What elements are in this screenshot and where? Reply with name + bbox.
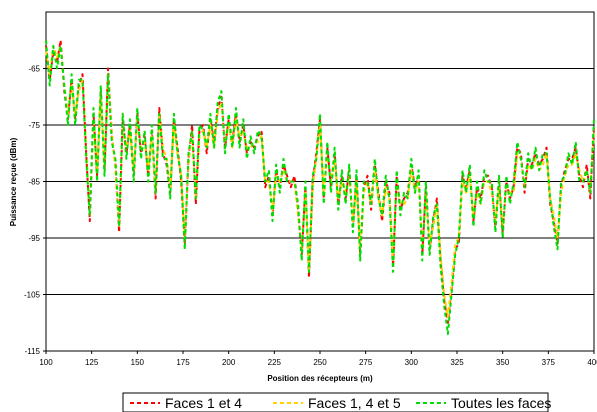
x-axis-ticks: 100 125 150 175 200 225 250 275 300 325 350 375 400 bbox=[39, 351, 597, 367]
legend-label: Faces 1, 4 et 5 bbox=[308, 395, 401, 411]
y-axis-ticks: -65 -75 -85 -95 -105 -115 bbox=[24, 65, 46, 356]
x-tick-label: 375 bbox=[542, 358, 556, 367]
x-tick-label: 125 bbox=[85, 358, 99, 367]
x-tick-label: 400 bbox=[587, 358, 597, 367]
y-tick-label: -85 bbox=[28, 178, 40, 187]
x-tick-label: 200 bbox=[222, 358, 236, 367]
y-axis-title: Puissance reçue (dBm) bbox=[9, 137, 18, 226]
x-tick-label: 100 bbox=[39, 358, 53, 367]
y-tick-label: -115 bbox=[25, 347, 41, 356]
y-tick-label: -95 bbox=[28, 234, 40, 243]
x-tick-label: 175 bbox=[176, 358, 190, 367]
x-tick-label: 350 bbox=[496, 358, 510, 367]
x-tick-label: 225 bbox=[268, 358, 282, 367]
x-tick-label: 325 bbox=[450, 358, 464, 367]
series-layer bbox=[45, 39, 595, 336]
y-tick-label: -65 bbox=[28, 65, 40, 74]
legend-label: Faces 1 et 4 bbox=[165, 395, 242, 411]
x-tick-label: 250 bbox=[313, 358, 327, 367]
legend: Faces 1 et 4 Faces 1, 4 et 5 Toutes les fa… bbox=[122, 392, 551, 412]
x-tick-label: 275 bbox=[359, 358, 373, 367]
x-axis-title: Position des récepteurs (m) bbox=[267, 374, 373, 383]
x-tick-label: 300 bbox=[405, 358, 419, 367]
y-tick-label: -105 bbox=[24, 291, 41, 300]
x-tick-label: 150 bbox=[131, 358, 145, 367]
y-tick-label: -75 bbox=[28, 121, 40, 130]
legend-box bbox=[122, 392, 549, 412]
legend-label: Toutes les faces bbox=[451, 395, 551, 411]
